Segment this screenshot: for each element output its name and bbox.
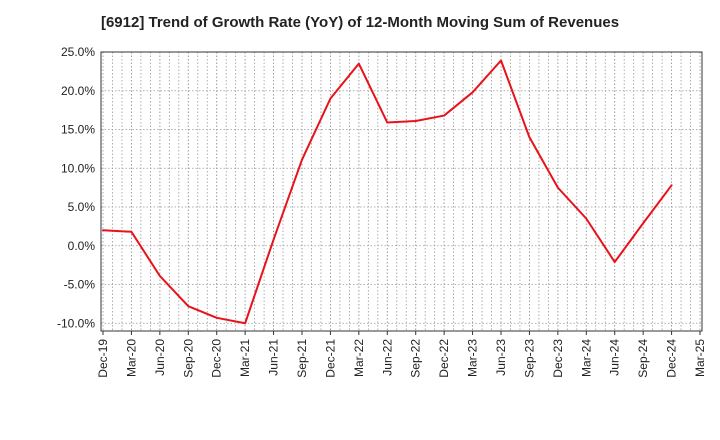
y-tick-label: 25.0%: [61, 45, 95, 59]
y-tick-label: 20.0%: [61, 84, 95, 98]
y-tick-label: 5.0%: [68, 200, 96, 214]
x-tick-label: Mar-20: [124, 339, 138, 377]
x-tick-label: Mar-24: [579, 339, 593, 377]
x-tick-label: Jun-22: [380, 339, 394, 376]
x-tick-label: Dec-24: [665, 339, 679, 378]
x-tick-label: Mar-23: [466, 339, 480, 377]
x-tick-label: Sep-22: [409, 339, 423, 378]
x-tick-label: Sep-24: [636, 339, 650, 378]
chart-title: [6912] Trend of Growth Rate (YoY) of 12-…: [100, 14, 620, 31]
x-tick-label: Dec-23: [551, 339, 565, 378]
y-tick-label: 10.0%: [61, 161, 95, 175]
x-tick-label: Mar-22: [352, 339, 366, 377]
x-tick-label: Mar-25: [693, 339, 707, 377]
x-tick-label: Dec-22: [437, 339, 451, 378]
y-tick-label: -10.0%: [57, 316, 95, 330]
x-tick-label: Dec-19: [96, 339, 110, 378]
x-tick-label: Sep-23: [522, 339, 536, 378]
series-line: [102, 59, 673, 325]
x-tick-label: Jun-21: [267, 339, 281, 376]
y-tick-label: -5.0%: [64, 278, 96, 292]
x-tick-label: Jun-23: [494, 339, 508, 376]
x-tick-label: Jun-20: [153, 339, 167, 376]
plot-frame: [100, 51, 703, 332]
x-tick-label: Sep-20: [181, 339, 195, 378]
x-tick-label: Jun-24: [608, 339, 622, 376]
x-tick-label: Dec-21: [323, 339, 337, 378]
plot-background: [101, 52, 702, 331]
y-tick-label: 15.0%: [61, 123, 95, 137]
y-tick-label: 0.0%: [68, 239, 96, 253]
x-tick-label: Mar-21: [238, 339, 252, 377]
x-tick-label: Sep-21: [295, 339, 309, 378]
x-tick-label: Dec-20: [210, 339, 224, 378]
